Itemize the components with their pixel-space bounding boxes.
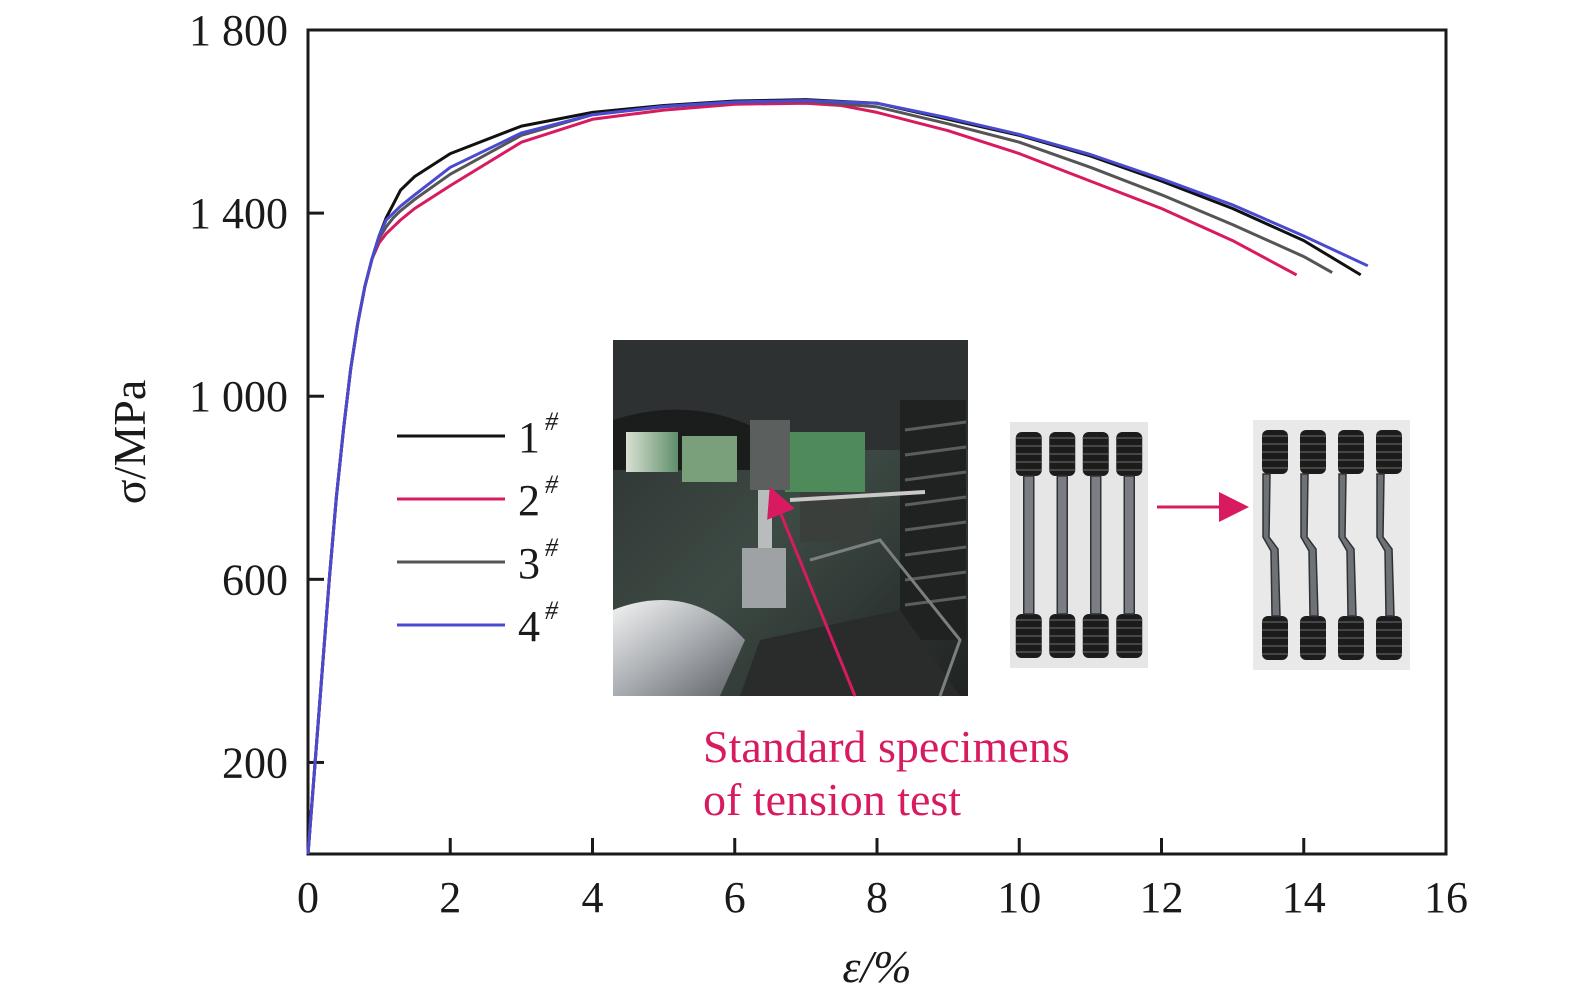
x-tick-label: 0 [297,873,319,922]
legend-label: 4 [518,602,540,651]
y-axis-title: σ/MPa [104,380,155,504]
x-tick-label: 2 [439,873,461,922]
y-tick-label: 1 800 [189,6,288,55]
x-tick-label: 4 [582,873,604,922]
legend-superscript: # [545,596,559,625]
series-line-4 [306,99,1369,855]
specimens-after-test-photo [1253,420,1410,670]
legend-superscript: # [545,407,559,436]
specimens-before-test-photo [1010,422,1148,668]
y-tick-label: 1 000 [189,372,288,421]
x-tick-label: 16 [1424,873,1468,922]
x-tick-label: 10 [997,873,1041,922]
annotation-arrow [767,486,857,697]
legend-label: 3 [518,539,540,588]
series-layer [306,98,1369,855]
tension-test-machine-photo [613,340,968,697]
legend: 1 #2 #3 #4 # [397,407,559,651]
legend-label: 1 [518,413,540,462]
x-tick-label: 12 [1140,873,1184,922]
legend-superscript: # [545,533,559,562]
x-tick-label: 8 [866,873,888,922]
legend-superscript: # [545,470,559,499]
x-tick-label: 14 [1282,873,1326,922]
x-tick-label: 6 [724,873,746,922]
annotation-line-2: of tension test [703,774,961,825]
x-axis-title: ε/% [842,941,911,992]
annotation-line-1: Standard specimens [703,721,1070,772]
y-tick-label: 600 [222,555,288,604]
y-tick-label: 1 400 [189,189,288,238]
y-tick-label: 200 [222,738,288,787]
legend-label: 2 [518,476,540,525]
y-axis-ticks: 200 600 1 000 1 400 1 800 [189,6,324,787]
x-axis-ticks: 0 2 4 6 8 10 12 14 16 [297,838,1468,922]
